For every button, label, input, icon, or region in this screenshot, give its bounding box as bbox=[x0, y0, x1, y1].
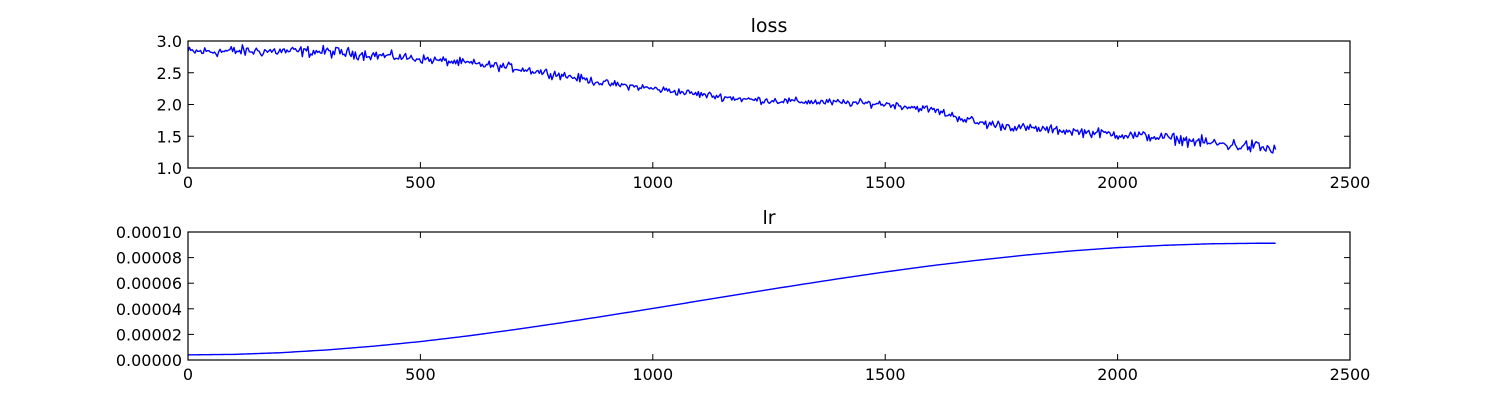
loss-series-layer bbox=[188, 44, 1277, 154]
loss-y-tick-label: 1.0 bbox=[157, 159, 182, 178]
loss-x-tick-label: 500 bbox=[405, 173, 436, 192]
loss-y-tick-label: 2.5 bbox=[157, 64, 182, 83]
loss-tick-layer: 0 500 1000 1500 2000 2500 1.0 1.5 2.0 2.5 3.0 bbox=[157, 32, 1371, 192]
loss-y-tick-label: 1.5 bbox=[157, 127, 182, 146]
lr-x-tick-label: 1000 bbox=[632, 365, 673, 384]
lr-y-tick-label: 0.00010 bbox=[116, 223, 182, 242]
lr-y-tick-label: 0.00004 bbox=[116, 300, 182, 319]
lr-axes-frame bbox=[187, 231, 1351, 361]
loss-panel: loss 0 500 1000 1500 2000 2500 1.0 1.5 2.0 2.5 3.0 bbox=[157, 15, 1371, 192]
loss-x-tick-label: 2000 bbox=[1097, 173, 1138, 192]
lr-y-tick-label: 0.00000 bbox=[116, 351, 182, 370]
lr-series-line bbox=[188, 242, 1276, 356]
lr-y-tick-label: 0.00008 bbox=[116, 249, 182, 268]
lr-panel: lr 0 500 1000 1500 2000 2500 0.00000 0.00002 0.0… bbox=[116, 207, 1371, 384]
lr-x-tick-label: 2500 bbox=[1330, 365, 1371, 384]
loss-y-tick-label: 2.0 bbox=[157, 96, 182, 115]
lr-x-tick-label: 0 bbox=[183, 365, 193, 384]
lr-series-layer bbox=[188, 242, 1276, 356]
lr-x-tick-label: 500 bbox=[405, 365, 436, 384]
lr-x-tick-label: 1500 bbox=[865, 365, 906, 384]
lr-y-tick-label: 0.00006 bbox=[116, 274, 182, 293]
loss-x-tick-label: 1000 bbox=[632, 173, 673, 192]
loss-x-tick-label: 1500 bbox=[865, 173, 906, 192]
loss-series-line bbox=[188, 44, 1277, 154]
loss-panel-title: loss bbox=[751, 15, 788, 37]
loss-x-tick-label: 2500 bbox=[1330, 173, 1371, 192]
loss-x-tick-label: 0 bbox=[183, 173, 193, 192]
lr-x-tick-label: 2000 bbox=[1097, 365, 1138, 384]
loss-y-tick-label: 3.0 bbox=[157, 32, 182, 51]
lr-y-tick-label: 0.00002 bbox=[116, 325, 182, 344]
lr-panel-title: lr bbox=[762, 207, 775, 229]
lr-tick-layer: 0 500 1000 1500 2000 2500 0.00000 0.00002 0.0000… bbox=[116, 223, 1371, 384]
